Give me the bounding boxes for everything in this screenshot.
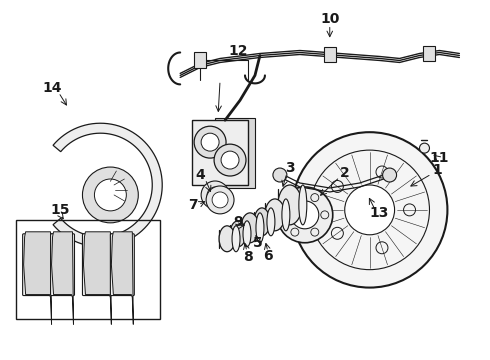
Circle shape [207, 187, 223, 203]
Circle shape [206, 186, 234, 214]
Text: 10: 10 [320, 12, 340, 26]
Ellipse shape [243, 221, 251, 247]
Bar [324, 46, 336, 62]
Polygon shape [83, 232, 111, 324]
Text: 12: 12 [228, 44, 248, 58]
Circle shape [82, 167, 138, 223]
Text: 3: 3 [285, 161, 294, 175]
Polygon shape [51, 232, 74, 324]
Text: 9: 9 [233, 215, 243, 229]
Ellipse shape [265, 199, 285, 231]
Text: 13: 13 [370, 206, 389, 220]
Ellipse shape [267, 208, 275, 236]
Circle shape [95, 179, 126, 211]
Text: 15: 15 [51, 203, 70, 217]
Circle shape [201, 133, 219, 151]
Circle shape [212, 192, 228, 208]
Ellipse shape [254, 208, 270, 236]
Ellipse shape [299, 185, 307, 225]
Circle shape [216, 149, 248, 181]
Circle shape [291, 201, 319, 229]
Circle shape [221, 151, 239, 169]
Text: 8: 8 [243, 250, 253, 264]
Ellipse shape [256, 213, 264, 243]
FancyBboxPatch shape [110, 234, 134, 296]
Text: 14: 14 [43, 81, 62, 95]
Circle shape [419, 143, 429, 153]
Circle shape [292, 132, 447, 288]
Circle shape [201, 181, 229, 209]
Text: 6: 6 [263, 249, 273, 263]
Bar [423, 45, 436, 62]
Bar [194, 53, 206, 68]
Text: 5: 5 [253, 236, 263, 250]
Polygon shape [24, 232, 51, 324]
FancyBboxPatch shape [50, 234, 74, 296]
Ellipse shape [282, 199, 290, 231]
Circle shape [345, 185, 394, 235]
Text: 11: 11 [430, 151, 449, 165]
Bar [215, 118, 255, 188]
Ellipse shape [219, 226, 235, 252]
Ellipse shape [278, 185, 302, 225]
FancyBboxPatch shape [82, 234, 112, 296]
Polygon shape [111, 232, 133, 324]
Ellipse shape [230, 221, 246, 247]
Text: 4: 4 [195, 168, 205, 182]
Circle shape [216, 129, 248, 161]
Ellipse shape [241, 213, 259, 243]
Ellipse shape [232, 226, 240, 252]
FancyBboxPatch shape [23, 234, 52, 296]
Circle shape [277, 187, 333, 243]
Bar [192, 120, 248, 185]
Circle shape [214, 144, 246, 176]
Polygon shape [53, 123, 162, 247]
Bar [16, 220, 160, 319]
Circle shape [194, 126, 226, 158]
Circle shape [273, 168, 287, 182]
Text: 2: 2 [340, 166, 349, 180]
Circle shape [383, 168, 396, 182]
Text: 1: 1 [433, 163, 442, 177]
Text: 7: 7 [188, 198, 198, 212]
